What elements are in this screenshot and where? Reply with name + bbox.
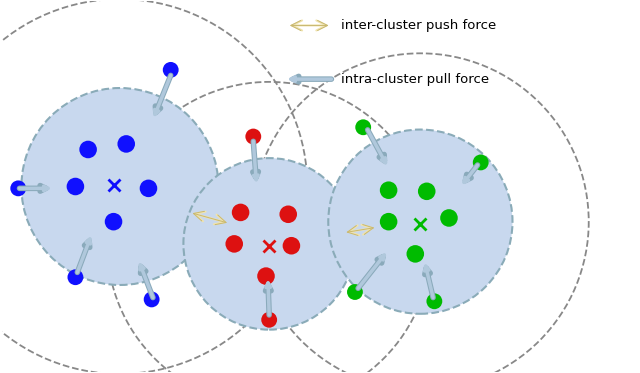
FancyArrowPatch shape: [349, 225, 372, 235]
Point: [147, 297, 157, 303]
Point: [444, 215, 454, 221]
Point: [13, 185, 23, 191]
Point: [476, 159, 486, 165]
Text: inter-cluster push force: inter-cluster push force: [341, 19, 496, 32]
Point: [248, 134, 259, 140]
Point: [108, 219, 118, 225]
Point: [429, 298, 440, 304]
Circle shape: [328, 129, 513, 314]
FancyArrowPatch shape: [195, 211, 225, 224]
Point: [383, 219, 394, 225]
Point: [410, 251, 420, 257]
Point: [358, 124, 369, 130]
Point: [422, 188, 432, 194]
Point: [383, 187, 394, 193]
Point: [70, 274, 81, 280]
Point: [83, 147, 93, 153]
Point: [264, 317, 275, 323]
FancyArrowPatch shape: [292, 21, 326, 31]
Point: [236, 209, 246, 215]
Point: [121, 141, 131, 147]
Point: [350, 289, 360, 295]
Point: [166, 67, 176, 73]
Point: [229, 241, 239, 247]
Point: [143, 185, 154, 191]
Point: [286, 243, 296, 249]
Point: [261, 273, 271, 279]
Point: [283, 211, 293, 217]
Point: [70, 184, 81, 189]
Circle shape: [184, 158, 355, 330]
Text: intra-cluster pull force: intra-cluster pull force: [341, 73, 489, 86]
Circle shape: [21, 88, 218, 285]
